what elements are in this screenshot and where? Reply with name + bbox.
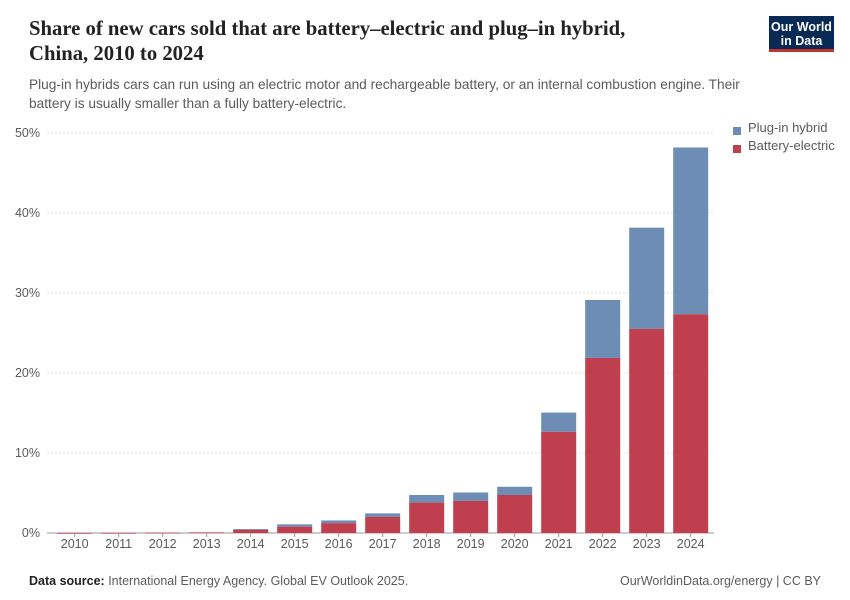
svg-text:2013: 2013 bbox=[193, 537, 221, 551]
svg-text:2017: 2017 bbox=[369, 537, 397, 551]
svg-text:50%: 50% bbox=[15, 126, 40, 140]
svg-text:2011: 2011 bbox=[105, 537, 132, 551]
svg-text:2014: 2014 bbox=[237, 537, 265, 551]
svg-text:2015: 2015 bbox=[281, 537, 309, 551]
svg-text:30%: 30% bbox=[15, 286, 40, 300]
svg-text:0%: 0% bbox=[22, 526, 40, 540]
svg-text:20%: 20% bbox=[15, 366, 40, 380]
svg-text:2012: 2012 bbox=[149, 537, 177, 551]
svg-text:2018: 2018 bbox=[413, 537, 441, 551]
svg-text:40%: 40% bbox=[15, 206, 40, 220]
svg-text:2021: 2021 bbox=[545, 537, 573, 551]
svg-text:2023: 2023 bbox=[633, 537, 661, 551]
svg-text:2020: 2020 bbox=[501, 537, 529, 551]
svg-text:2010: 2010 bbox=[61, 537, 89, 551]
svg-text:2016: 2016 bbox=[325, 537, 353, 551]
svg-text:10%: 10% bbox=[15, 446, 40, 460]
svg-text:2024: 2024 bbox=[677, 537, 705, 551]
svg-text:2022: 2022 bbox=[589, 537, 617, 551]
svg-text:2019: 2019 bbox=[457, 537, 485, 551]
